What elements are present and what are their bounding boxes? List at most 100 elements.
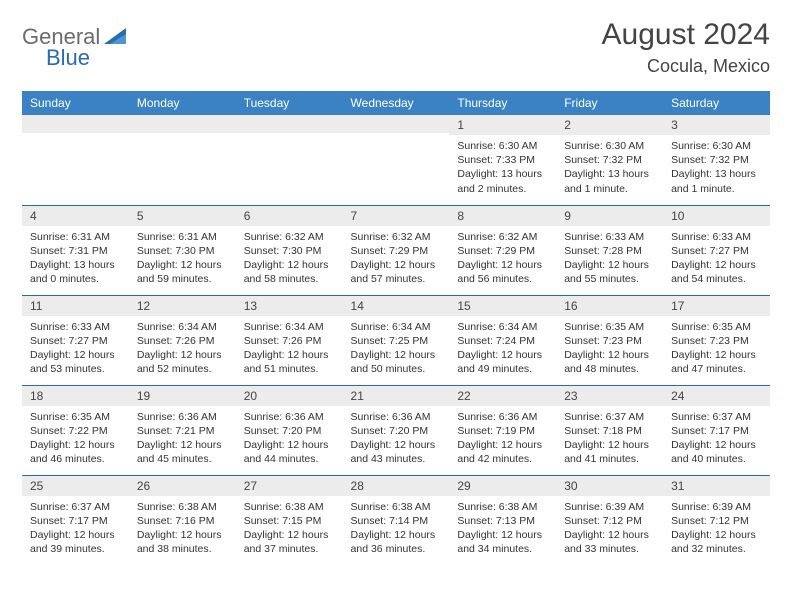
daylight-line: Daylight: 12 hours and 38 minutes. <box>137 528 228 556</box>
day-number: 16 <box>556 296 663 316</box>
daylight-line: Daylight: 12 hours and 43 minutes. <box>351 438 442 466</box>
sunrise-line: Sunrise: 6:30 AM <box>671 139 762 153</box>
calendar-cell <box>22 115 129 205</box>
weekday-header: Wednesday <box>343 91 450 115</box>
location: Cocula, Mexico <box>602 56 770 77</box>
weekday-header: Monday <box>129 91 236 115</box>
day-details: Sunrise: 6:34 AMSunset: 7:24 PMDaylight:… <box>449 316 556 383</box>
calendar-row: 1 Sunrise: 6:30 AM Sunset: 7:33 PM Daylight… <box>22 115 770 205</box>
sunset-line: Sunset: 7:26 PM <box>137 334 228 348</box>
daylight-line: Daylight: 13 hours and 0 minutes. <box>30 258 121 286</box>
calendar-cell: 23Sunrise: 6:37 AMSunset: 7:18 PMDayligh… <box>556 385 663 475</box>
daylight-line: Daylight: 12 hours and 46 minutes. <box>30 438 121 466</box>
day-number: 12 <box>129 296 236 316</box>
day-number: 26 <box>129 476 236 496</box>
day-number: 17 <box>663 296 770 316</box>
sunset-line: Sunset: 7:19 PM <box>457 424 548 438</box>
month-title: August 2024 <box>602 18 770 52</box>
daylight-line: Daylight: 12 hours and 51 minutes. <box>244 348 335 376</box>
sunset-line: Sunset: 7:14 PM <box>351 514 442 528</box>
sunset-line: Sunset: 7:32 PM <box>671 153 762 167</box>
calendar-cell: 1Sunrise: 6:30 AMSunset: 7:33 PMDaylight… <box>449 115 556 205</box>
sunrise-line: Sunrise: 6:35 AM <box>564 320 655 334</box>
sunset-line: Sunset: 7:20 PM <box>351 424 442 438</box>
day-number: 3 <box>663 115 770 135</box>
calendar-cell: 3Sunrise: 6:30 AMSunset: 7:32 PMDaylight… <box>663 115 770 205</box>
weekday-header: Tuesday <box>236 91 343 115</box>
daylight-line: Daylight: 13 hours and 1 minute. <box>564 167 655 195</box>
day-details: Sunrise: 6:39 AMSunset: 7:12 PMDaylight:… <box>556 496 663 563</box>
day-number: 19 <box>129 386 236 406</box>
daylight-line: Daylight: 12 hours and 55 minutes. <box>564 258 655 286</box>
weekday-header-row: Sunday Monday Tuesday Wednesday Thursday… <box>22 91 770 115</box>
sunset-line: Sunset: 7:12 PM <box>671 514 762 528</box>
sunset-line: Sunset: 7:32 PM <box>564 153 655 167</box>
day-details: Sunrise: 6:38 AMSunset: 7:16 PMDaylight:… <box>129 496 236 563</box>
daylight-line: Daylight: 12 hours and 44 minutes. <box>244 438 335 466</box>
sunset-line: Sunset: 7:13 PM <box>457 514 548 528</box>
daylight-line: Daylight: 12 hours and 37 minutes. <box>244 528 335 556</box>
title-block: August 2024 Cocula, Mexico <box>602 18 770 77</box>
daylight-line: Daylight: 12 hours and 33 minutes. <box>564 528 655 556</box>
day-number: 14 <box>343 296 450 316</box>
sunrise-line: Sunrise: 6:38 AM <box>457 500 548 514</box>
day-details: Sunrise: 6:30 AMSunset: 7:32 PMDaylight:… <box>663 135 770 202</box>
day-details: Sunrise: 6:33 AMSunset: 7:28 PMDaylight:… <box>556 226 663 293</box>
daylight-line: Daylight: 12 hours and 48 minutes. <box>564 348 655 376</box>
weekday-header: Thursday <box>449 91 556 115</box>
daylight-line: Daylight: 12 hours and 42 minutes. <box>457 438 548 466</box>
daylight-line: Daylight: 12 hours and 52 minutes. <box>137 348 228 376</box>
sunrise-line: Sunrise: 6:34 AM <box>244 320 335 334</box>
day-details: Sunrise: 6:36 AMSunset: 7:20 PMDaylight:… <box>236 406 343 473</box>
day-details: Sunrise: 6:31 AMSunset: 7:31 PMDaylight:… <box>22 226 129 293</box>
day-number: 1 <box>449 115 556 135</box>
sunset-line: Sunset: 7:26 PM <box>244 334 335 348</box>
sunset-line: Sunset: 7:27 PM <box>671 244 762 258</box>
calendar-cell: 24Sunrise: 6:37 AMSunset: 7:17 PMDayligh… <box>663 385 770 475</box>
day-number: 27 <box>236 476 343 496</box>
day-details: Sunrise: 6:36 AMSunset: 7:19 PMDaylight:… <box>449 406 556 473</box>
calendar-cell: 7Sunrise: 6:32 AMSunset: 7:29 PMDaylight… <box>343 205 450 295</box>
day-number: 20 <box>236 386 343 406</box>
sunset-line: Sunset: 7:21 PM <box>137 424 228 438</box>
sunset-line: Sunset: 7:25 PM <box>351 334 442 348</box>
daylight-line: Daylight: 12 hours and 54 minutes. <box>671 258 762 286</box>
calendar-cell <box>129 115 236 205</box>
sunrise-line: Sunrise: 6:38 AM <box>244 500 335 514</box>
sunset-line: Sunset: 7:28 PM <box>564 244 655 258</box>
sunrise-line: Sunrise: 6:35 AM <box>30 410 121 424</box>
calendar-cell: 11Sunrise: 6:33 AMSunset: 7:27 PMDayligh… <box>22 295 129 385</box>
calendar-cell: 22Sunrise: 6:36 AMSunset: 7:19 PMDayligh… <box>449 385 556 475</box>
calendar-cell: 25Sunrise: 6:37 AMSunset: 7:17 PMDayligh… <box>22 475 129 565</box>
sunset-line: Sunset: 7:12 PM <box>564 514 655 528</box>
day-details: Sunrise: 6:35 AMSunset: 7:23 PMDaylight:… <box>556 316 663 383</box>
day-number: 29 <box>449 476 556 496</box>
sunset-line: Sunset: 7:29 PM <box>351 244 442 258</box>
calendar-cell: 20Sunrise: 6:36 AMSunset: 7:20 PMDayligh… <box>236 385 343 475</box>
calendar-cell: 31Sunrise: 6:39 AMSunset: 7:12 PMDayligh… <box>663 475 770 565</box>
calendar-cell: 2Sunrise: 6:30 AMSunset: 7:32 PMDaylight… <box>556 115 663 205</box>
sunset-line: Sunset: 7:31 PM <box>30 244 121 258</box>
sunset-line: Sunset: 7:17 PM <box>671 424 762 438</box>
calendar-row: 25Sunrise: 6:37 AMSunset: 7:17 PMDayligh… <box>22 475 770 565</box>
sunset-line: Sunset: 7:33 PM <box>457 153 548 167</box>
calendar-cell: 10Sunrise: 6:33 AMSunset: 7:27 PMDayligh… <box>663 205 770 295</box>
sunrise-line: Sunrise: 6:33 AM <box>30 320 121 334</box>
logo-text-blue: Blue <box>46 45 90 71</box>
daylight-line: Daylight: 12 hours and 58 minutes. <box>244 258 335 286</box>
sunrise-line: Sunrise: 6:35 AM <box>671 320 762 334</box>
daylight-line: Daylight: 12 hours and 45 minutes. <box>137 438 228 466</box>
calendar-cell: 13Sunrise: 6:34 AMSunset: 7:26 PMDayligh… <box>236 295 343 385</box>
day-details: Sunrise: 6:34 AMSunset: 7:26 PMDaylight:… <box>236 316 343 383</box>
day-details: Sunrise: 6:32 AMSunset: 7:29 PMDaylight:… <box>343 226 450 293</box>
day-number: 31 <box>663 476 770 496</box>
weekday-header: Saturday <box>663 91 770 115</box>
sunrise-line: Sunrise: 6:34 AM <box>457 320 548 334</box>
calendar-cell: 6Sunrise: 6:32 AMSunset: 7:30 PMDaylight… <box>236 205 343 295</box>
day-number: 15 <box>449 296 556 316</box>
calendar-cell <box>236 115 343 205</box>
calendar-cell: 29Sunrise: 6:38 AMSunset: 7:13 PMDayligh… <box>449 475 556 565</box>
sunrise-line: Sunrise: 6:36 AM <box>244 410 335 424</box>
day-details: Sunrise: 6:36 AMSunset: 7:20 PMDaylight:… <box>343 406 450 473</box>
sunrise-line: Sunrise: 6:37 AM <box>30 500 121 514</box>
